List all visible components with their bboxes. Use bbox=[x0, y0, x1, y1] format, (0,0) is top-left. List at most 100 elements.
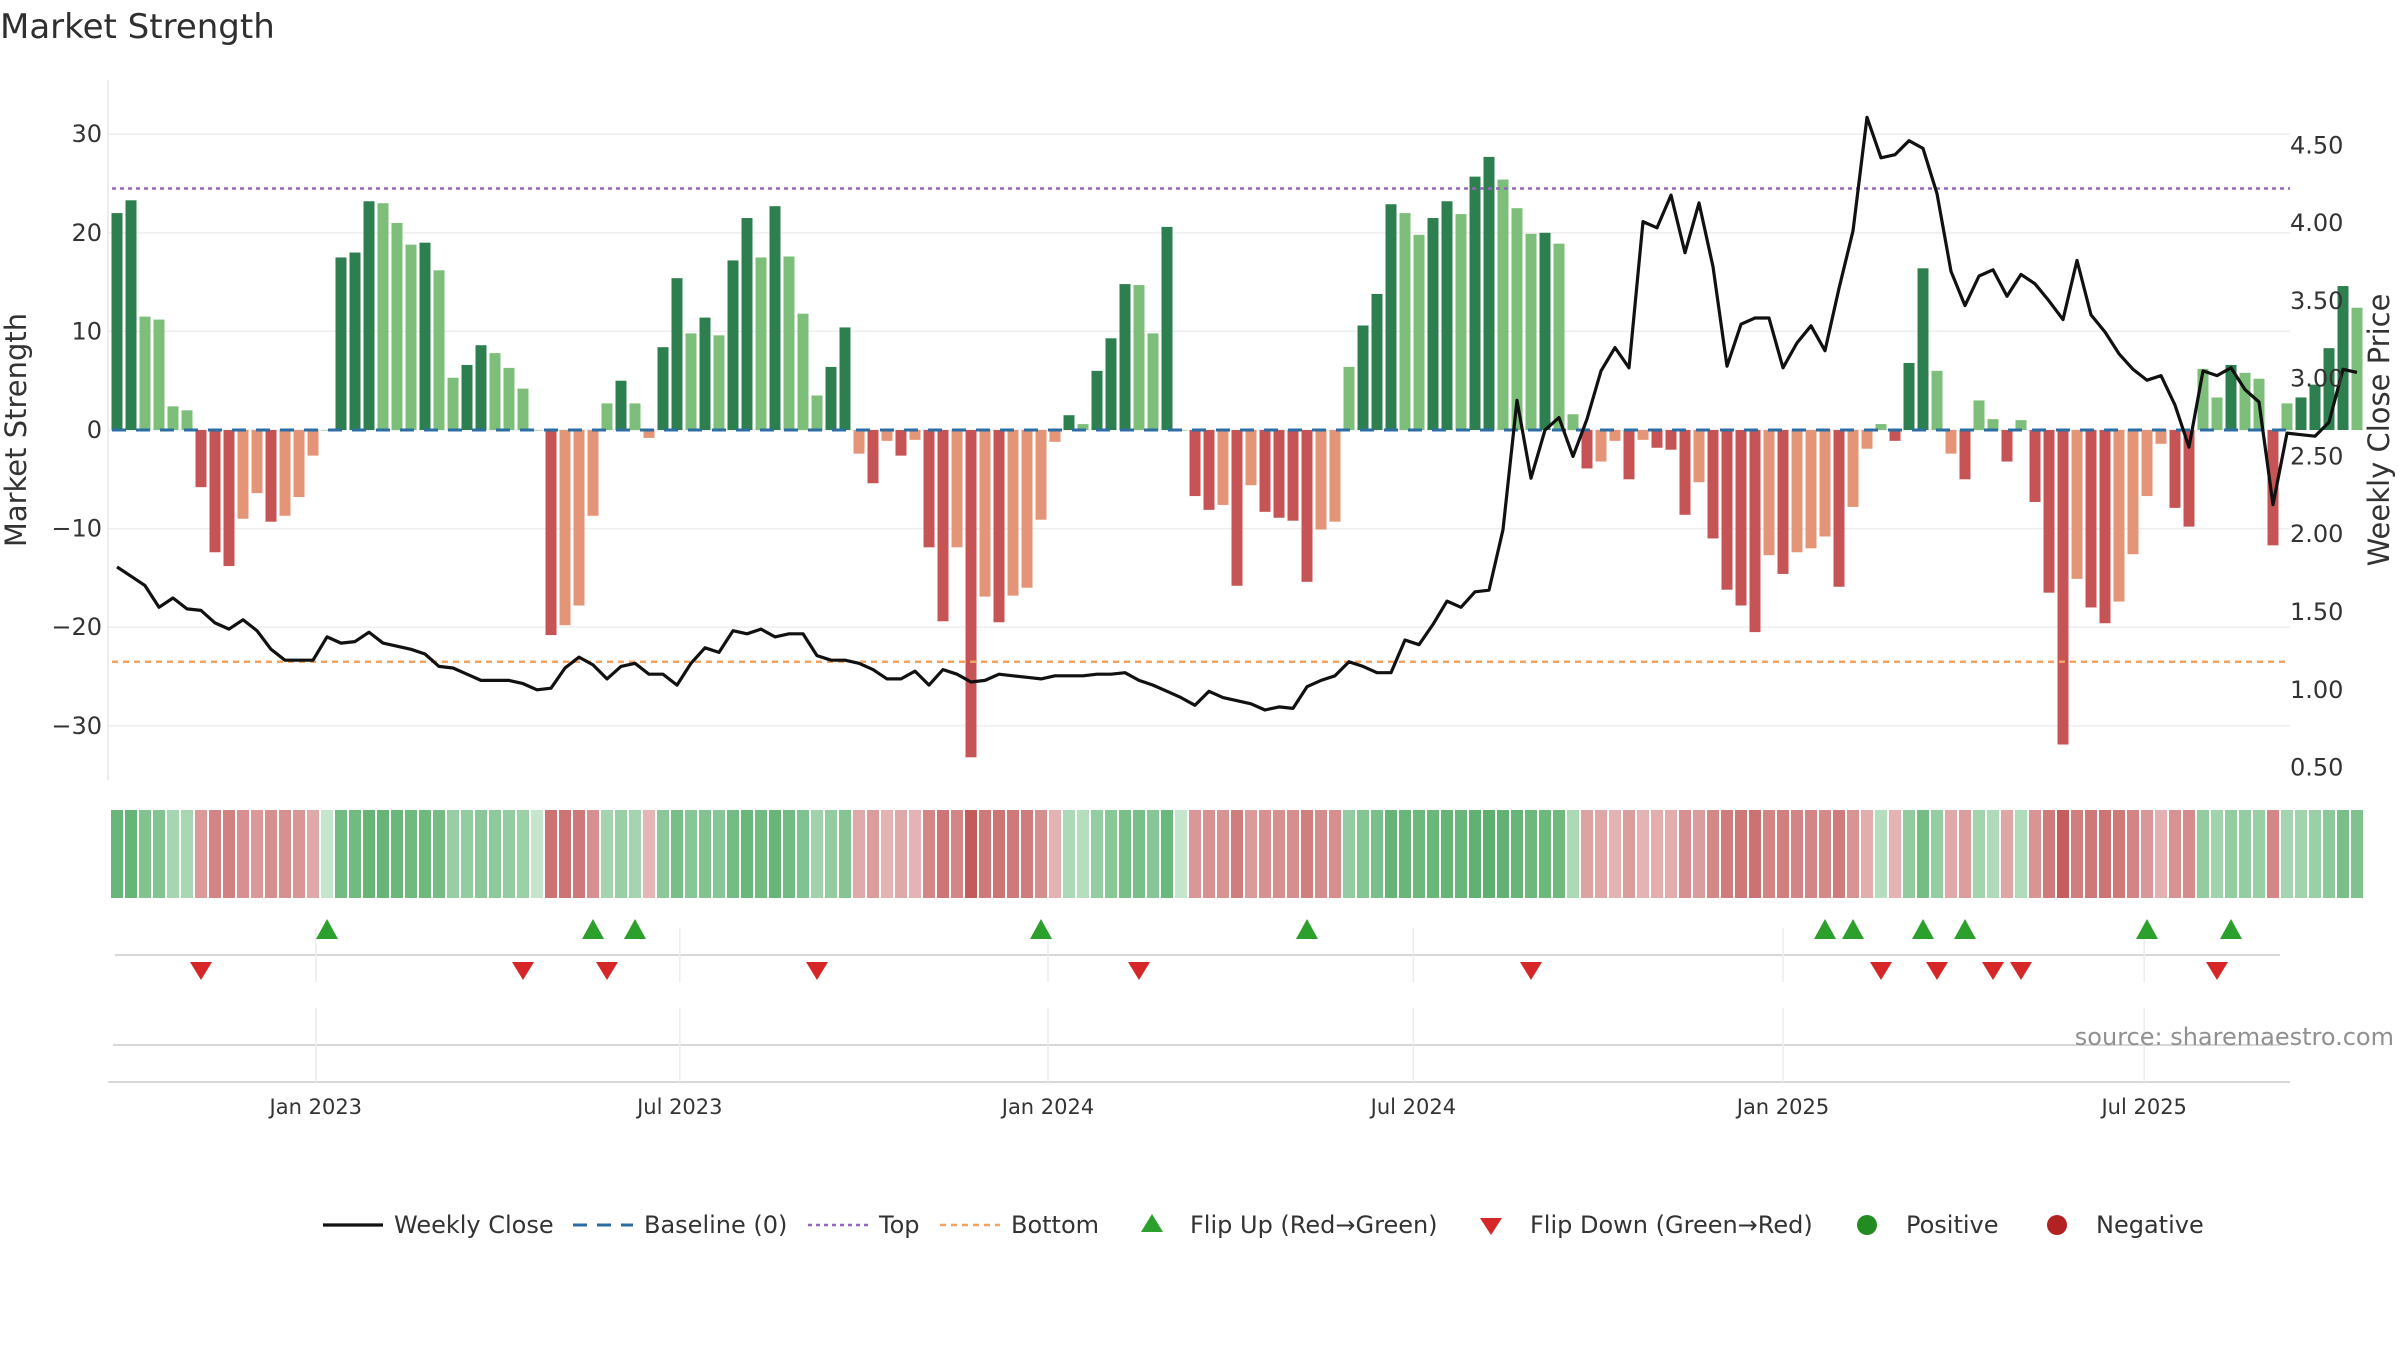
heat-cell bbox=[1007, 810, 1019, 898]
strength-bar bbox=[1287, 430, 1299, 521]
strength-bar bbox=[1693, 430, 1705, 483]
strength-bar bbox=[1707, 430, 1719, 539]
heat-cell bbox=[489, 810, 501, 898]
heat-cell bbox=[209, 810, 221, 898]
strength-bar bbox=[475, 345, 487, 430]
heat-cell bbox=[1259, 810, 1271, 898]
heat-cell bbox=[1119, 810, 1131, 898]
legend-label: Negative bbox=[2096, 1211, 2204, 1239]
strength-bar bbox=[1721, 430, 1733, 590]
legend-label: Positive bbox=[1906, 1211, 1999, 1239]
strength-bar bbox=[1861, 430, 1873, 449]
heat-cell bbox=[741, 810, 753, 898]
heat-cell bbox=[979, 810, 991, 898]
heat-cell bbox=[881, 810, 893, 898]
heat-cell bbox=[1091, 810, 1103, 898]
strength-bar bbox=[671, 278, 683, 430]
legend-label: Bottom bbox=[1011, 1211, 1099, 1239]
heat-cell bbox=[419, 810, 431, 898]
flip-down-marker bbox=[1870, 962, 1892, 980]
strength-bar bbox=[2225, 364, 2237, 430]
strength-bar bbox=[167, 406, 179, 430]
flip-markers-panel bbox=[115, 919, 2280, 982]
strength-bar bbox=[2085, 430, 2097, 608]
y2-tick-label: 1.00 bbox=[2290, 676, 2343, 704]
strength-bar bbox=[615, 380, 627, 430]
heat-cell bbox=[839, 810, 851, 898]
strength-bar bbox=[783, 256, 795, 430]
heat-cell bbox=[1665, 810, 1677, 898]
heat-cell bbox=[111, 810, 123, 898]
heat-cell bbox=[2141, 810, 2153, 898]
strength-bar bbox=[937, 430, 949, 622]
legend-label: Flip Down (Green→Red) bbox=[1530, 1211, 1813, 1239]
heat-cell bbox=[251, 810, 263, 898]
heat-cell bbox=[433, 810, 445, 898]
strength-bar bbox=[1945, 430, 1957, 454]
strength-bar bbox=[1357, 325, 1369, 430]
strength-bar bbox=[125, 200, 137, 430]
heat-cell bbox=[1469, 810, 1481, 898]
heat-cell bbox=[153, 810, 165, 898]
heat-cell bbox=[475, 810, 487, 898]
strength-bar bbox=[181, 410, 193, 430]
strength-bar bbox=[405, 244, 417, 430]
strength-bar bbox=[629, 403, 641, 430]
heat-cell bbox=[1819, 810, 1831, 898]
heat-cell bbox=[2351, 810, 2363, 898]
strength-bar bbox=[2071, 430, 2083, 579]
heat-cell bbox=[1021, 810, 1033, 898]
heat-cell bbox=[867, 810, 879, 898]
heat-cell bbox=[223, 810, 235, 898]
strength-bar bbox=[237, 430, 249, 519]
flip-down-marker bbox=[596, 962, 618, 980]
strength-bar bbox=[2127, 430, 2139, 555]
flip-down-marker bbox=[1982, 962, 2004, 980]
strength-bar bbox=[2169, 430, 2181, 508]
heat-cell bbox=[811, 810, 823, 898]
heat-cell bbox=[993, 810, 1005, 898]
strength-bar bbox=[713, 335, 725, 430]
y-tick-label: 20 bbox=[71, 219, 102, 247]
strength-bar bbox=[531, 430, 543, 431]
strength-bar bbox=[1077, 424, 1089, 430]
heat-cell bbox=[1133, 810, 1145, 898]
flip-down-marker bbox=[806, 962, 828, 980]
heat-cell bbox=[2155, 810, 2167, 898]
y2-tick-label: 4.00 bbox=[2290, 209, 2343, 237]
heat-cell bbox=[2295, 810, 2307, 898]
strength-bar bbox=[1539, 232, 1551, 430]
strength-bar bbox=[1329, 430, 1341, 522]
legend-swatch-flip-down bbox=[1480, 1218, 1502, 1235]
flip-down-marker bbox=[1520, 962, 1542, 980]
strength-bar bbox=[965, 430, 977, 758]
heat-cell bbox=[2281, 810, 2293, 898]
strength-bar bbox=[2267, 430, 2279, 546]
legend-swatch-flip-up bbox=[1141, 1214, 1163, 1232]
heat-cell bbox=[951, 810, 963, 898]
heat-cell bbox=[643, 810, 655, 898]
heat-cell bbox=[2001, 810, 2013, 898]
heat-cell bbox=[629, 810, 641, 898]
heat-cell bbox=[1651, 810, 1663, 898]
strength-bar bbox=[1749, 430, 1761, 633]
strength-bar bbox=[1525, 233, 1537, 430]
heat-cell bbox=[1511, 810, 1523, 898]
heat-cell bbox=[1875, 810, 1887, 898]
date-label: Jul 2024 bbox=[1369, 1095, 1456, 1119]
heat-cell bbox=[657, 810, 669, 898]
strength-bar bbox=[1623, 430, 1635, 480]
y2-tick-label: 0.50 bbox=[2290, 754, 2343, 782]
heat-cell bbox=[2099, 810, 2111, 898]
y-tick-label: 30 bbox=[71, 120, 102, 148]
strength-bar bbox=[335, 257, 347, 430]
strength-bar bbox=[2337, 286, 2349, 430]
strength-bar bbox=[391, 222, 403, 430]
heat-cell bbox=[1385, 810, 1397, 898]
strength-bar bbox=[1189, 430, 1201, 497]
strength-bar bbox=[111, 213, 123, 430]
heat-cell bbox=[1637, 810, 1649, 898]
heat-cell bbox=[1273, 810, 1285, 898]
strength-bar bbox=[2197, 368, 2209, 430]
strength-bar bbox=[2043, 430, 2055, 593]
